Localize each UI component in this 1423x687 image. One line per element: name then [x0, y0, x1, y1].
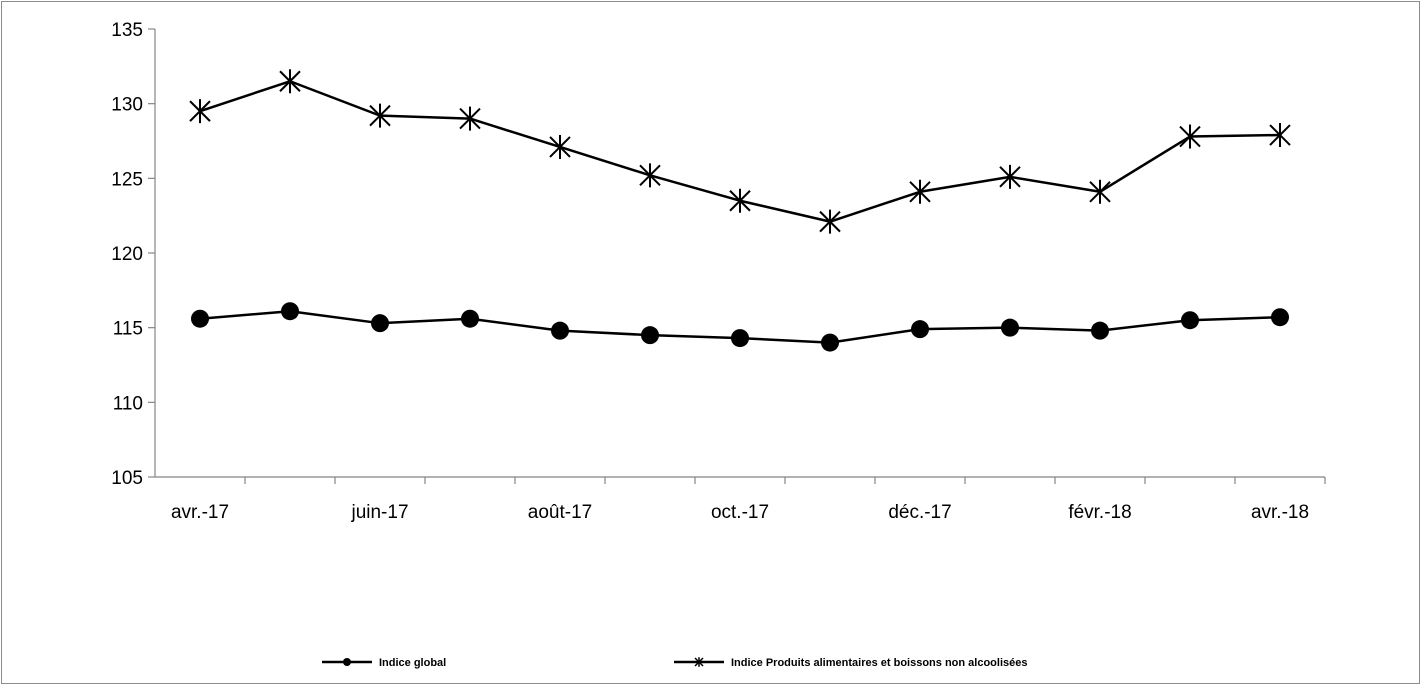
- x-tick-label: déc.-17: [888, 502, 951, 523]
- y-tick-label: 135: [111, 20, 143, 41]
- y-tick-label: 120: [111, 244, 143, 265]
- x-axis-ticks: avr.-17 juin-17 août-17 oct.-17 déc.-17 févr.…: [171, 477, 1326, 523]
- y-axis-ticks: 105 110 115 120 125 130 135: [111, 20, 155, 489]
- data-point-circle: [281, 302, 299, 321]
- data-point-circle: [191, 309, 209, 328]
- chart-legend: Indice global Indice Produits alimentaire…: [322, 657, 1027, 669]
- data-point-circle: [821, 333, 839, 352]
- data-point-star: [1269, 123, 1291, 148]
- data-point-star: [1089, 179, 1111, 204]
- data-point-circle: [911, 320, 929, 339]
- series-2: [189, 69, 1291, 234]
- legend-label: Indice global: [379, 657, 446, 669]
- data-point-star: [189, 99, 211, 124]
- legend-label: Indice Produits alimentaires et boissons…: [731, 657, 1027, 669]
- y-tick-label: 130: [111, 95, 143, 116]
- data-point-circle: [641, 326, 659, 345]
- x-tick-label: août-17: [528, 502, 592, 523]
- x-tick-label: juin-17: [350, 502, 408, 523]
- data-point-star: [279, 69, 301, 94]
- data-point-star: [369, 103, 391, 128]
- y-tick-label: 125: [111, 169, 143, 190]
- legend-item-1: Indice global: [322, 657, 446, 669]
- series-layer: [189, 69, 1291, 352]
- data-point-circle: [371, 314, 389, 333]
- data-point-circle: [461, 309, 479, 328]
- data-point-star: [819, 209, 841, 234]
- data-point-circle: [731, 329, 749, 348]
- data-point-star: [549, 134, 571, 159]
- data-point-circle: [551, 321, 569, 340]
- data-point-star: [999, 164, 1021, 189]
- x-tick-label: oct.-17: [711, 502, 769, 523]
- data-point-circle: [1271, 308, 1289, 327]
- x-tick-label: avr.-17: [171, 502, 229, 523]
- data-point-star: [639, 163, 661, 188]
- data-point-circle: [1181, 311, 1199, 330]
- legend-marker-circle: [343, 658, 351, 666]
- x-tick-label: févr.-18: [1068, 502, 1131, 523]
- data-point-circle: [1091, 321, 1109, 340]
- legend-marker-star: [694, 657, 704, 667]
- y-tick-label: 105: [111, 468, 143, 489]
- data-point-star: [459, 106, 481, 131]
- y-tick-label: 115: [113, 319, 143, 340]
- series-1: [191, 302, 1289, 352]
- data-point-star: [909, 179, 931, 204]
- legend-item-2: Indice Produits alimentaires et boissons…: [674, 657, 1027, 669]
- y-tick-label: 110: [113, 393, 143, 414]
- data-point-star: [1179, 124, 1201, 149]
- data-point-star: [729, 188, 751, 213]
- data-point-circle: [1001, 318, 1019, 337]
- x-tick-label: avr.-18: [1251, 502, 1309, 523]
